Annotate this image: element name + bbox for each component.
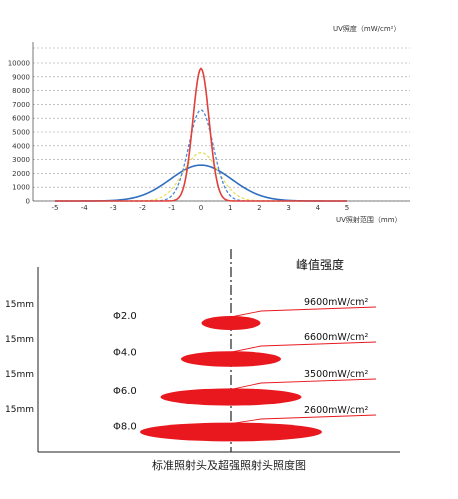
series-line: [55, 69, 347, 201]
y-tick-label: 3000: [12, 156, 30, 164]
uv-intensity-line-chart: 0 1000 2000 3000 4000 5000 6000 7000 8000 9000 100…: [0, 0, 458, 240]
leader-line: [231, 342, 376, 352]
x-tick-label: 3: [286, 204, 290, 212]
y-tick-label: 5000: [12, 129, 30, 137]
diameter-label: Φ4.0: [113, 348, 137, 359]
x-tick-label: -3: [110, 204, 117, 212]
spot-ellipse: [202, 316, 261, 330]
leader-line: [231, 379, 376, 389]
x-tick-label: 2: [257, 204, 261, 212]
y-tick-labels: 0 1000 2000 3000 4000 5000 6000 7000 8000 9000 100…: [8, 60, 30, 206]
y-tick-label: 8000: [12, 87, 30, 95]
leader-line: [231, 307, 376, 317]
peak-value-label: 3500mW/cm²: [304, 369, 369, 380]
y-tick-label: 9000: [12, 73, 30, 81]
peak-value-label: 6600mW/cm²: [304, 332, 369, 343]
y-tick-label: 7000: [12, 101, 30, 109]
distance-label: 15mm: [5, 300, 34, 310]
x-tick-label: 5: [345, 204, 349, 212]
x-tick-labels: -5 -4 -3 -2 -1 0 1 2 3 4 5: [52, 204, 350, 212]
y-tick-label: 6000: [12, 115, 30, 123]
spot-ellipse: [181, 351, 281, 367]
chart-title: 峰值强度: [296, 257, 344, 272]
peak-intensity-spot-chart: 峰值强度 9600mW/cm² Φ2.0 15mm 6600mW/cm² Φ4.0 15m…: [0, 245, 458, 499]
spot-ellipse: [140, 423, 322, 442]
diameter-label: Φ6.0: [113, 386, 137, 397]
y-axis-label: UV照度（mW/cm²）: [333, 24, 400, 33]
x-tick-label: -2: [139, 204, 146, 212]
diameter-label: Φ8.0: [113, 422, 137, 433]
x-axis-label: UV照射范围（mm）: [336, 215, 402, 224]
diameter-label: Φ2.0: [113, 311, 137, 322]
y-tick-label: 0: [26, 198, 30, 206]
peak-value-label: 9600mW/cm²: [304, 297, 369, 308]
distance-label: 15mm: [5, 335, 34, 345]
y-tick-label: 4000: [12, 142, 30, 150]
peak-value-label: 2600mW/cm²: [304, 405, 369, 416]
leader-line: [231, 415, 376, 424]
spot-rows: 9600mW/cm² Φ2.0 15mm 6600mW/cm² Φ4.0 15mm 3500…: [5, 297, 376, 441]
chart-caption: 标准照射头及超强照射头照度图: [152, 458, 306, 472]
x-tick-label: -4: [81, 204, 89, 212]
y-tick-label: 2000: [12, 170, 30, 178]
distance-label: 15mm: [5, 370, 34, 380]
x-tick-label: -1: [168, 204, 175, 212]
series-line: [55, 153, 347, 201]
spot-ellipse: [161, 388, 302, 405]
distance-label: 15mm: [5, 405, 34, 415]
x-tick-label: 0: [199, 204, 203, 212]
y-tick-label: 1000: [12, 184, 30, 192]
y-tick-label: 10000: [8, 60, 30, 68]
series-line: [55, 165, 347, 201]
x-tick-label: -5: [52, 204, 59, 212]
x-tick-label: 1: [228, 204, 232, 212]
x-tick-label: 4: [316, 204, 321, 212]
series-lines: [55, 69, 347, 201]
